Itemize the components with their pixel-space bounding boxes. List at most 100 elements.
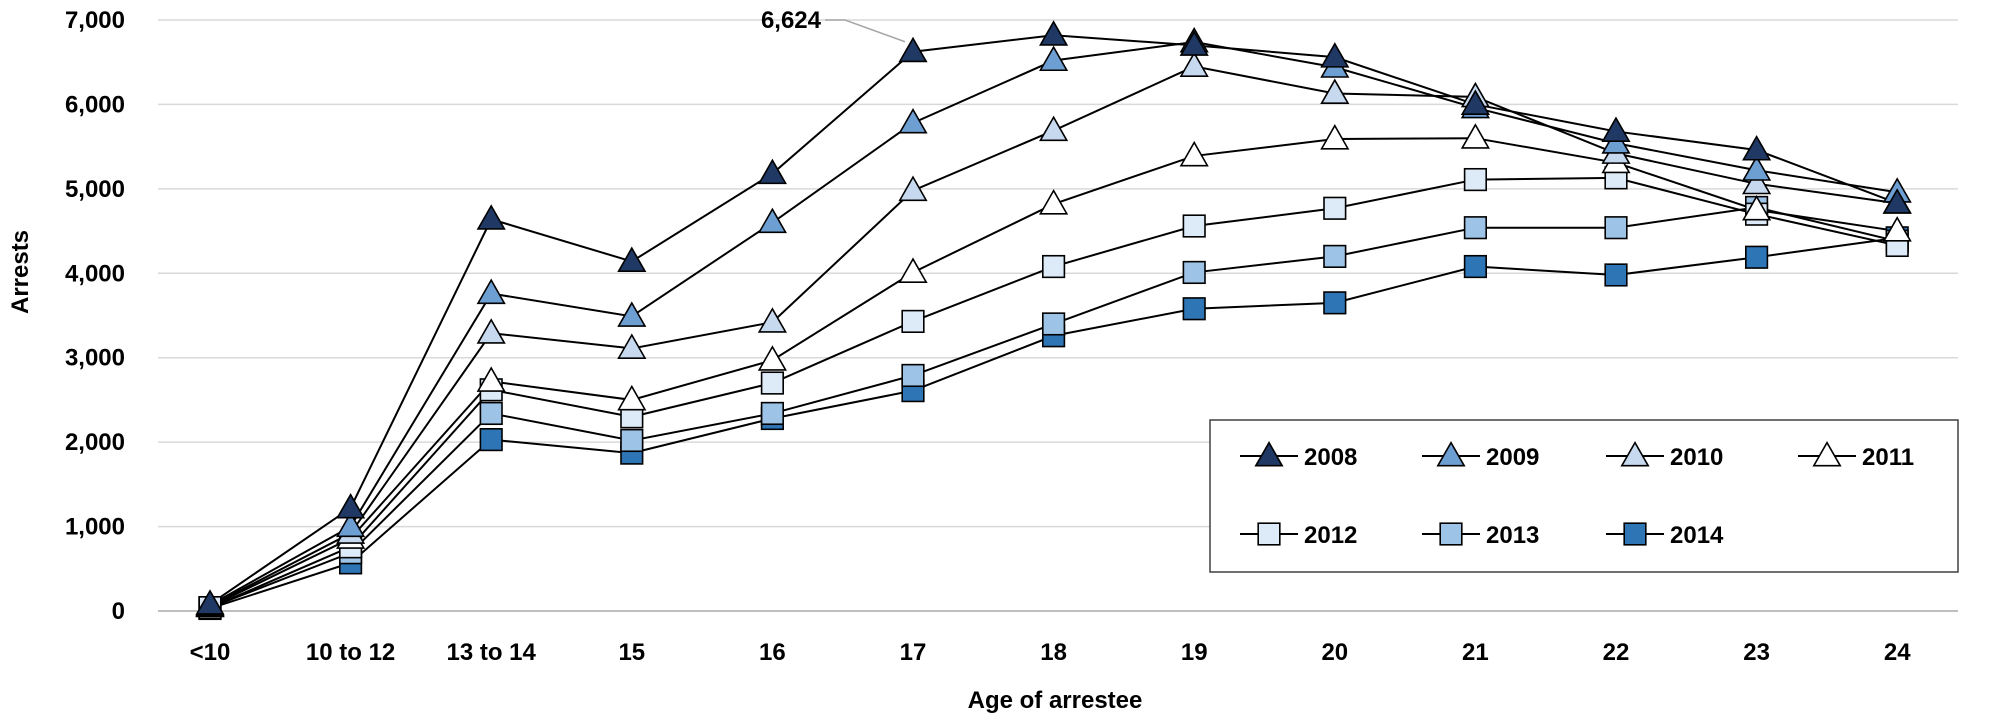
x-tick-label: 23 bbox=[1743, 639, 1770, 666]
series-markers-2011 bbox=[195, 123, 1912, 618]
triangle-marker bbox=[1254, 440, 1284, 467]
triangle-marker bbox=[1179, 30, 1209, 56]
triangle-marker bbox=[898, 175, 928, 202]
square-marker bbox=[760, 371, 784, 395]
annotation-label: 6,624 bbox=[761, 7, 822, 34]
legend-label: 2008 bbox=[1304, 444, 1357, 471]
triangle-marker bbox=[898, 107, 928, 134]
square-marker bbox=[1439, 522, 1463, 546]
legend-item-2014: 2014 bbox=[1606, 522, 1724, 549]
triangle-marker bbox=[336, 511, 366, 538]
square-marker bbox=[1745, 245, 1769, 269]
y-tick-label: 1,000 bbox=[65, 514, 125, 541]
triangle-marker bbox=[1039, 20, 1069, 46]
square-marker bbox=[1323, 196, 1347, 220]
triangle-marker bbox=[1320, 78, 1350, 104]
x-tick-label: 18 bbox=[1040, 639, 1067, 666]
square-marker bbox=[1323, 291, 1347, 315]
square-marker bbox=[1257, 522, 1281, 546]
square-marker bbox=[1463, 167, 1487, 192]
legend: 2008 2009 2010 2011 2012 2013 2014 bbox=[1209, 419, 1959, 573]
triangle-marker bbox=[1601, 116, 1631, 142]
square-marker bbox=[1182, 297, 1206, 321]
x-tick-label: 10 to 12 bbox=[306, 639, 395, 666]
square-marker bbox=[1463, 254, 1487, 279]
square-marker bbox=[901, 363, 925, 388]
x-tick-label: 24 bbox=[1884, 639, 1911, 666]
gridlines: 0 1,000 2,000 3,000 4,000 5,000 6,000 7,000 bbox=[65, 7, 1958, 625]
square-marker bbox=[1042, 254, 1066, 279]
triangle-marker bbox=[1882, 216, 1912, 242]
triangle-marker bbox=[1620, 440, 1650, 467]
y-tick-label: 7,000 bbox=[65, 7, 125, 34]
triangle-marker bbox=[1320, 42, 1350, 68]
y-tick-label: 5,000 bbox=[65, 176, 125, 203]
legend-label: 2010 bbox=[1670, 444, 1723, 471]
square-marker bbox=[479, 428, 503, 452]
square-marker bbox=[1182, 214, 1206, 238]
triangle-marker bbox=[1742, 194, 1772, 221]
y-tick-label: 3,000 bbox=[65, 345, 125, 372]
legend-label: 2014 bbox=[1670, 522, 1724, 549]
triangle-marker bbox=[1882, 188, 1912, 214]
triangle-marker bbox=[898, 257, 928, 283]
legend-item-2013: 2013 bbox=[1422, 522, 1539, 549]
triangle-marker bbox=[476, 366, 506, 392]
triangle-marker bbox=[617, 246, 647, 272]
x-axis-title: Age of arrestee bbox=[968, 687, 1143, 714]
triangle-marker bbox=[617, 301, 647, 327]
x-tick-label: 15 bbox=[618, 639, 645, 666]
x-tick-label: 20 bbox=[1321, 639, 1348, 666]
square-marker bbox=[760, 401, 784, 426]
legend-box bbox=[1209, 419, 1959, 573]
square-marker bbox=[1323, 244, 1347, 269]
square-marker bbox=[1463, 216, 1487, 240]
legend-label: 2009 bbox=[1486, 444, 1539, 471]
y-tick-label: 0 bbox=[112, 598, 125, 625]
square-marker bbox=[1182, 260, 1206, 285]
triangle-marker bbox=[1320, 124, 1350, 150]
x-tick-label: 21 bbox=[1462, 639, 1489, 666]
triangle-marker bbox=[1460, 123, 1490, 149]
legend-item-2008: 2008 bbox=[1240, 440, 1357, 471]
x-tick-label: <10 bbox=[190, 639, 231, 666]
y-tick-label: 4,000 bbox=[65, 260, 125, 287]
y-axis-title: Arrests bbox=[7, 230, 34, 314]
triangle-marker bbox=[1179, 51, 1209, 77]
legend-label: 2011 bbox=[1862, 444, 1914, 471]
legend-item-2010: 2010 bbox=[1606, 440, 1723, 471]
triangle-marker bbox=[757, 345, 787, 371]
x-tick-label: 19 bbox=[1181, 639, 1208, 666]
triangle-marker bbox=[757, 307, 787, 333]
triangle-marker bbox=[195, 589, 225, 615]
square-marker bbox=[901, 309, 925, 334]
legend-label: 2013 bbox=[1486, 522, 1539, 549]
triangle-marker bbox=[1460, 89, 1490, 115]
triangle-marker bbox=[1039, 189, 1069, 215]
legend-item-2012: 2012 bbox=[1240, 522, 1357, 549]
x-tick-label: 22 bbox=[1603, 639, 1630, 666]
y-tick-label: 6,000 bbox=[65, 91, 125, 118]
x-tick-label: 17 bbox=[900, 639, 927, 666]
square-marker bbox=[1604, 263, 1628, 287]
legend-label: 2012 bbox=[1304, 522, 1357, 549]
triangle-marker bbox=[336, 492, 366, 519]
triangle-marker bbox=[757, 207, 787, 234]
triangle-marker bbox=[476, 204, 506, 230]
triangle-marker bbox=[1436, 440, 1466, 467]
triangle-marker bbox=[1039, 45, 1069, 72]
annotation-leader bbox=[825, 19, 906, 43]
x-tick-label: 16 bbox=[759, 639, 786, 666]
triangle-marker bbox=[1179, 140, 1209, 167]
triangle-marker bbox=[757, 158, 787, 185]
square-marker bbox=[1604, 216, 1628, 240]
y-tick-label: 2,000 bbox=[65, 429, 125, 456]
triangle-marker bbox=[617, 384, 647, 411]
series-markers-2008 bbox=[195, 20, 1912, 615]
square-marker bbox=[620, 428, 644, 453]
triangle-marker bbox=[1812, 440, 1842, 467]
triangle-marker bbox=[476, 318, 506, 344]
legend-item-2011: 2011 bbox=[1798, 440, 1914, 471]
